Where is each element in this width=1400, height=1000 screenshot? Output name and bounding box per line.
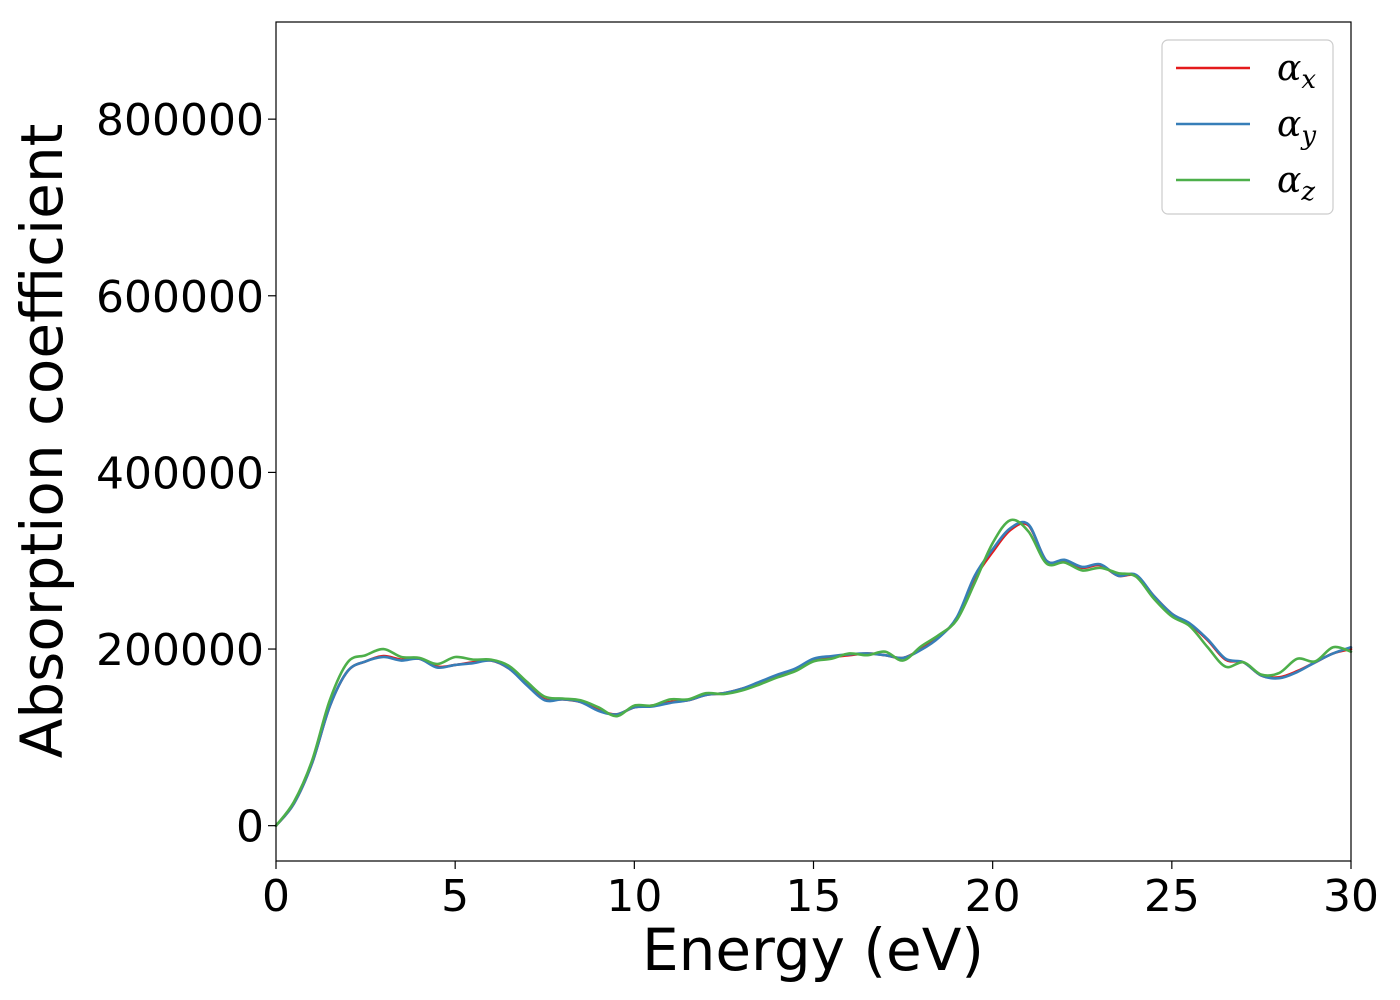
series-layer [274, 518, 1353, 827]
x-tick-label: 0 [262, 871, 290, 922]
x-tick-label: 30 [1323, 871, 1379, 922]
x-tick-label: 15 [786, 871, 842, 922]
series-line-y [274, 520, 1353, 827]
y-tick-label: 600000 [96, 272, 264, 323]
y-tick-label: 200000 [96, 625, 264, 676]
legend-label-z: αz [1277, 160, 1315, 207]
y-tick-label: 800000 [96, 95, 264, 146]
x-tick-label: 25 [1144, 871, 1200, 922]
series-line-z [274, 518, 1353, 827]
legend: αx αy αz [1161, 39, 1334, 215]
y-axis-label: Absorption coefficient [8, 124, 76, 759]
x-axis-label: Energy (eV) [642, 916, 984, 984]
legend-label-y: αy [1277, 104, 1316, 151]
y-tick-label: 400000 [96, 448, 264, 499]
ticks-layer: 0 5 10 15 20 25 30 0 200000 400000 600000 800000 [96, 95, 1379, 922]
y-tick-label: 0 [236, 802, 264, 853]
x-tick-label: 5 [441, 871, 469, 922]
x-tick-label: 20 [965, 871, 1021, 922]
x-tick-label: 10 [606, 871, 662, 922]
legend-label-x: αx [1277, 48, 1316, 95]
legend-box [1161, 39, 1334, 215]
